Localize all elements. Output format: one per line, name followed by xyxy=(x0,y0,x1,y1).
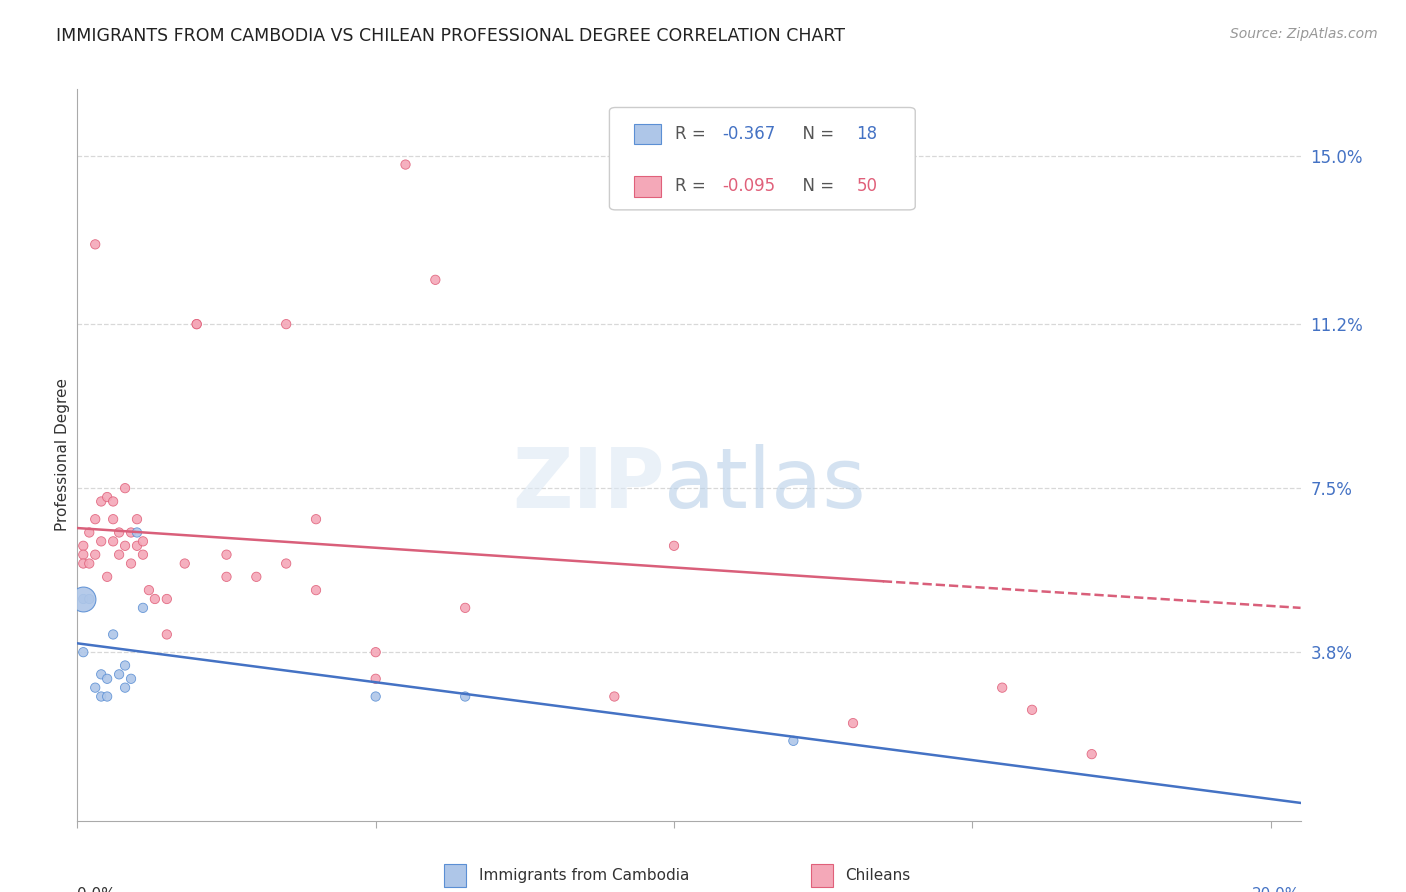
Point xyxy=(108,525,131,540)
FancyBboxPatch shape xyxy=(609,108,915,210)
Text: 18: 18 xyxy=(856,125,877,143)
Point xyxy=(108,548,131,562)
Point xyxy=(305,583,328,598)
Point xyxy=(108,667,131,681)
Text: 0.0%: 0.0% xyxy=(77,888,117,892)
Text: N =: N = xyxy=(792,125,839,143)
Point xyxy=(991,681,1014,695)
Point xyxy=(132,600,155,615)
Point xyxy=(305,512,328,526)
Text: R =: R = xyxy=(675,125,711,143)
Point xyxy=(72,548,94,562)
Point xyxy=(364,672,387,686)
Point xyxy=(186,317,208,331)
Point xyxy=(72,592,94,607)
Point xyxy=(245,570,267,584)
Text: IMMIGRANTS FROM CAMBODIA VS CHILEAN PROFESSIONAL DEGREE CORRELATION CHART: IMMIGRANTS FROM CAMBODIA VS CHILEAN PROF… xyxy=(56,27,845,45)
Point xyxy=(276,317,298,331)
Point xyxy=(90,534,112,549)
Point xyxy=(425,273,447,287)
Point xyxy=(125,525,148,540)
Point xyxy=(84,237,107,252)
Point xyxy=(454,600,477,615)
Point xyxy=(77,525,100,540)
Point xyxy=(125,512,148,526)
Point xyxy=(114,658,136,673)
Point xyxy=(84,681,107,695)
Point xyxy=(173,557,195,571)
Point xyxy=(125,539,148,553)
Point xyxy=(72,592,94,607)
Bar xyxy=(634,177,661,197)
Text: Immigrants from Cambodia: Immigrants from Cambodia xyxy=(478,868,689,883)
Text: atlas: atlas xyxy=(665,443,866,524)
Point xyxy=(120,557,142,571)
Text: Chileans: Chileans xyxy=(845,868,911,883)
Point xyxy=(84,548,107,562)
Point xyxy=(90,494,112,508)
Point xyxy=(114,539,136,553)
Point xyxy=(186,317,208,331)
Point xyxy=(72,645,94,659)
Text: 50: 50 xyxy=(856,178,877,195)
Point xyxy=(72,539,94,553)
Point xyxy=(90,690,112,704)
Point xyxy=(138,583,160,598)
Y-axis label: Professional Degree: Professional Degree xyxy=(55,378,70,532)
Point xyxy=(215,548,238,562)
Point xyxy=(120,672,142,686)
Point xyxy=(364,690,387,704)
Point xyxy=(101,494,124,508)
Text: -0.095: -0.095 xyxy=(721,178,775,195)
Point xyxy=(603,690,626,704)
Text: 20.0%: 20.0% xyxy=(1253,888,1301,892)
Point xyxy=(96,490,118,504)
Point xyxy=(90,667,112,681)
Point xyxy=(662,539,685,553)
Point xyxy=(364,645,387,659)
Point xyxy=(72,557,94,571)
Point xyxy=(77,557,100,571)
Point xyxy=(96,672,118,686)
Point xyxy=(156,627,179,641)
Point xyxy=(77,592,100,607)
Point xyxy=(101,534,124,549)
Point xyxy=(276,557,298,571)
Point xyxy=(114,681,136,695)
Text: ZIP: ZIP xyxy=(512,443,665,524)
Point xyxy=(132,534,155,549)
Point xyxy=(1021,703,1043,717)
Point xyxy=(120,525,142,540)
Point xyxy=(96,690,118,704)
Bar xyxy=(634,124,661,145)
Bar xyxy=(444,863,467,888)
Bar xyxy=(811,863,834,888)
Point xyxy=(156,592,179,607)
Point xyxy=(84,512,107,526)
Point xyxy=(215,570,238,584)
Text: R =: R = xyxy=(675,178,711,195)
Point xyxy=(114,481,136,495)
Point xyxy=(842,716,865,731)
Point xyxy=(1080,747,1102,761)
Text: -0.367: -0.367 xyxy=(721,125,775,143)
Point xyxy=(454,690,477,704)
Text: Source: ZipAtlas.com: Source: ZipAtlas.com xyxy=(1230,27,1378,41)
Point xyxy=(101,512,124,526)
Point xyxy=(132,548,155,562)
Text: N =: N = xyxy=(792,178,839,195)
Point xyxy=(394,157,416,171)
Point xyxy=(143,592,166,607)
Point xyxy=(101,627,124,641)
Point xyxy=(782,734,804,748)
Point xyxy=(96,570,118,584)
